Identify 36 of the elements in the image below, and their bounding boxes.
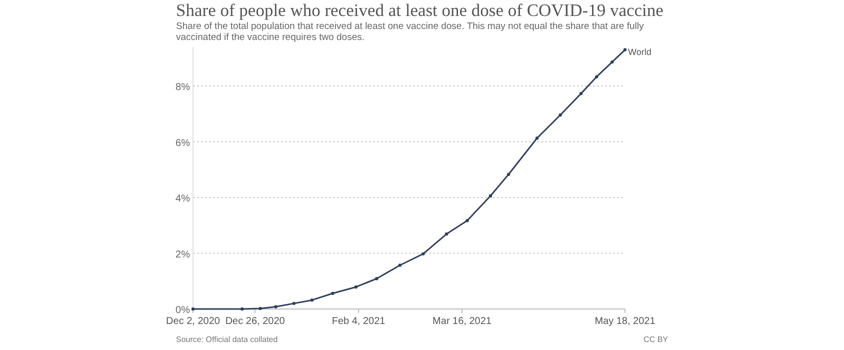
point <box>292 302 296 306</box>
x-tick-label: Dec 2, 2020 <box>166 316 220 327</box>
series-label: World <box>628 46 652 57</box>
x-tick-label: May 18, 2021 <box>594 316 656 327</box>
point <box>258 306 262 310</box>
point <box>274 305 278 308</box>
point <box>398 264 402 267</box>
chart-subtitle: Share of the total population that received at least one vaccine dose. This may not equal the share that are fully vaccinated if the vaccine requires two doses. <box>176 21 644 43</box>
chart-title: Share of people who received at least one dose of COVID-19 vaccine <box>176 0 664 20</box>
point <box>331 292 334 295</box>
y-tick-label: 2% <box>176 249 190 260</box>
point <box>488 194 492 198</box>
text: CC BY <box>644 335 669 344</box>
point <box>310 298 314 302</box>
point <box>506 172 510 176</box>
point <box>535 136 539 140</box>
point <box>375 277 378 280</box>
point <box>623 48 627 52</box>
source-note: Source: Official data collated <box>176 335 278 344</box>
point <box>354 285 358 289</box>
y-tick-label: 6% <box>176 138 190 149</box>
y-tick-label: 8% <box>176 82 190 94</box>
point <box>422 252 425 256</box>
y-tick-label: 0% <box>176 305 190 316</box>
point <box>444 232 448 236</box>
point <box>240 307 244 311</box>
point <box>610 60 614 64</box>
y-tick-label: 4% <box>176 194 190 205</box>
point <box>466 219 469 222</box>
point <box>594 75 598 78</box>
x-tick-label: Feb 4, 2021 <box>332 316 386 327</box>
point <box>558 113 562 117</box>
x-tick-label: Dec 26, 2020 <box>225 316 286 327</box>
x-tick-label: Mar 16, 2021 <box>432 316 492 327</box>
point <box>579 92 583 96</box>
point <box>191 307 195 311</box>
